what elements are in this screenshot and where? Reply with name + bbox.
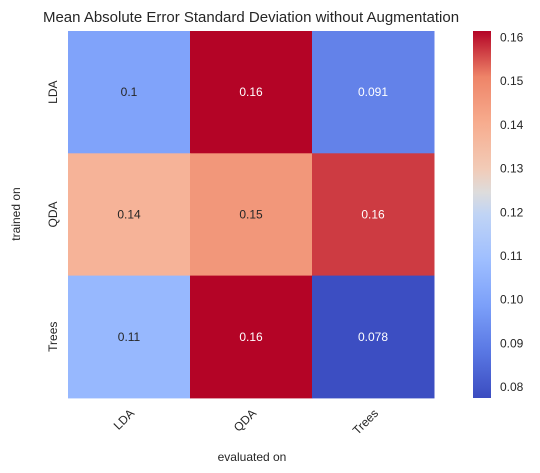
colorbar-tick-label: 0.09 [500, 336, 524, 350]
x-axis-label: evaluated on [218, 450, 287, 464]
cell-annotation: 0.16 [361, 207, 385, 221]
heatmap-cell [190, 275, 313, 399]
colorbar-tick-label: 0.14 [500, 118, 524, 132]
cell-annotation: 0.14 [117, 207, 141, 221]
heatmap-cell [312, 275, 435, 399]
y-axis-label: trained on [9, 187, 23, 240]
cell-annotation: 0.078 [358, 330, 388, 344]
colorbar-tick-label: 0.16 [500, 31, 524, 45]
cell-annotation: 0.091 [358, 85, 388, 99]
colorbar-tick-label: 0.13 [500, 162, 524, 176]
cell-annotation: 0.11 [118, 330, 141, 344]
colorbar-tick-label: 0.15 [500, 74, 524, 88]
y-tick-label: QDA [46, 201, 60, 227]
y-tick-label: Trees [46, 322, 60, 352]
cell-annotation: 0.16 [239, 85, 263, 99]
heatmap-cell [68, 153, 191, 277]
x-tick-label: Trees [350, 406, 381, 437]
heatmap-cell [312, 153, 435, 277]
cell-annotation: 0.16 [239, 330, 263, 344]
heatmap-cell [312, 31, 435, 154]
colorbar-ticks: 0.08 0.09 0.10 0.11 0.12 0.13 0.14 0.15 0.16 [500, 31, 524, 395]
y-tick-label: LDA [46, 80, 60, 103]
heatmap-cells [68, 31, 435, 399]
heatmap-cell [190, 153, 313, 277]
cell-annotation: 0.1 [121, 85, 138, 99]
x-axis-ticks: LDA QDA Trees [111, 406, 381, 437]
chart-title: Mean Absolute Error Standard Deviation w… [43, 9, 459, 26]
cell-annotation: 0.15 [239, 207, 263, 221]
heatmap-cell [190, 31, 313, 154]
colorbar-tick-label: 0.10 [500, 293, 524, 307]
x-tick-label: QDA [231, 406, 259, 434]
cell-annotations: 0.1 0.16 0.091 0.14 0.15 0.16 0.11 0.16 0.078 [117, 85, 388, 344]
heatmap-cell [68, 31, 191, 154]
colorbar-tick-label: 0.11 [500, 249, 523, 263]
colorbar-tick-label: 0.12 [500, 205, 524, 219]
colorbar [473, 31, 491, 398]
x-tick-label: LDA [111, 406, 137, 432]
heatmap-cell [68, 275, 191, 399]
colorbar-tick-label: 0.08 [500, 380, 524, 394]
y-axis-ticks: LDA QDA Trees [46, 80, 60, 351]
